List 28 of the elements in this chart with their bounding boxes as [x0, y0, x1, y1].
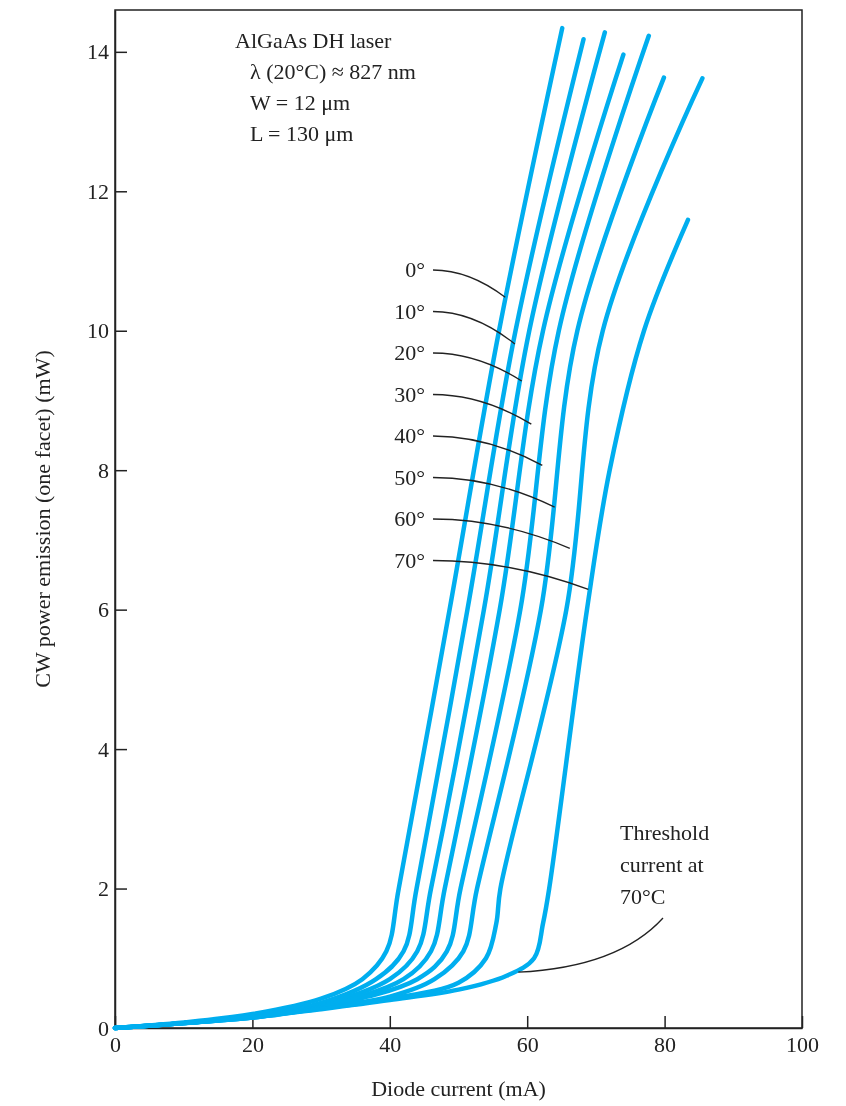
x-tick-label: 40	[379, 1031, 402, 1057]
x-tick-label: 100	[786, 1031, 819, 1057]
y-axis-title: CW power emission (one facet) (mW)	[30, 350, 55, 688]
annotation: 30°	[394, 381, 425, 407]
y-tick-label: 2	[98, 876, 109, 902]
annotation: 20°	[394, 340, 425, 365]
y-tick-label: 14	[87, 39, 109, 65]
annotation: AlGaAs DH laser	[235, 28, 393, 53]
x-tick-label: 60	[516, 1031, 539, 1057]
x-tick-label: 80	[654, 1031, 677, 1057]
x-tick-label: 20	[241, 1031, 264, 1057]
y-tick-label: 8	[98, 457, 109, 483]
annotation: 10°	[394, 298, 425, 324]
annotation: 0°	[405, 257, 425, 282]
annotation: λ (20°C) ≈ 827 nm	[250, 59, 416, 84]
y-tick-label: 0	[98, 1015, 109, 1041]
annotation: 40°	[394, 423, 425, 448]
annotation: 60°	[394, 506, 425, 531]
annotation: W = 12 μm	[250, 90, 351, 115]
y-tick-label: 6	[98, 597, 109, 623]
annotation: Threshold current at 70°C	[620, 820, 710, 909]
annotation: 70°	[394, 547, 425, 573]
y-tick-label: 10	[87, 318, 109, 344]
y-tick-label: 12	[87, 178, 109, 204]
x-axis-title: Diode current (mA)	[371, 1076, 546, 1101]
annotation: L = 130 μm	[250, 121, 354, 146]
y-tick-label: 4	[98, 736, 109, 762]
annotation: 50°	[394, 464, 425, 490]
